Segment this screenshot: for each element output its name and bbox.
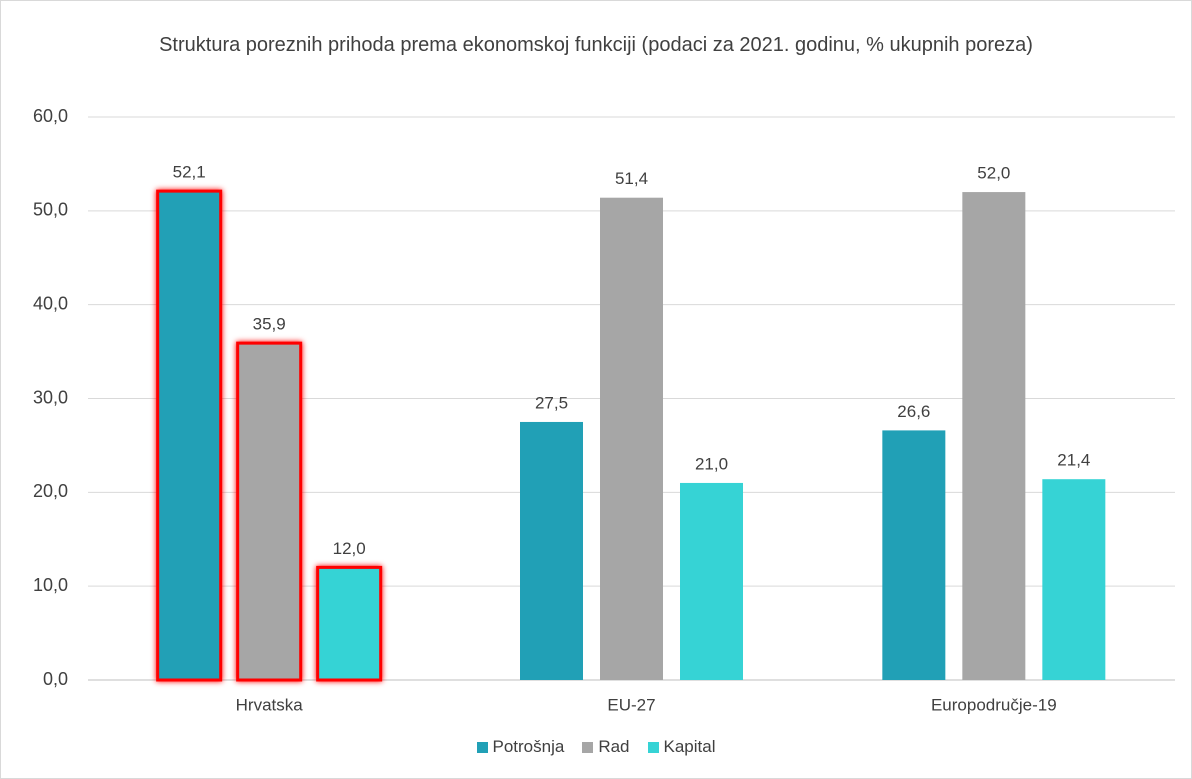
bar xyxy=(520,421,583,680)
y-tick-label: 50,0 xyxy=(33,200,68,220)
bar xyxy=(316,565,383,682)
legend-item: Potrošnja xyxy=(476,737,565,757)
x-tick-label: Hrvatska xyxy=(236,695,304,714)
data-label: 27,5 xyxy=(535,393,568,412)
bar xyxy=(236,341,303,682)
legend-item: Kapital xyxy=(647,737,716,757)
bar xyxy=(156,189,223,682)
y-tick-label: 60,0 xyxy=(33,106,68,126)
chart-title: Struktura poreznih prihoda prema ekonoms… xyxy=(159,34,1033,56)
data-label: 52,1 xyxy=(173,163,206,182)
legend-item: Rad xyxy=(582,737,630,757)
legend-label: Potrošnja xyxy=(492,737,565,756)
bar xyxy=(600,197,663,681)
legend-swatch xyxy=(476,741,488,753)
y-tick-label: 0,0 xyxy=(43,669,68,689)
legend-label: Kapital xyxy=(663,737,716,756)
data-label: 26,6 xyxy=(897,402,930,421)
bar xyxy=(882,430,946,680)
data-label: 12,0 xyxy=(333,539,366,558)
legend: Potrošnja Rad Kapital xyxy=(0,737,1192,757)
y-tick-label: 30,0 xyxy=(33,387,68,407)
y-tick-label: 40,0 xyxy=(33,293,68,313)
y-tick-label: 10,0 xyxy=(33,575,68,595)
data-label: 51,4 xyxy=(615,169,648,188)
x-tick-label: Europodručje-19 xyxy=(931,695,1057,714)
data-label: 52,0 xyxy=(977,164,1010,183)
bar xyxy=(680,482,743,680)
x-tick-label: EU-27 xyxy=(607,695,655,714)
data-label: 21,4 xyxy=(1057,451,1090,470)
y-tick-label: 20,0 xyxy=(33,481,68,501)
bar xyxy=(1042,479,1106,680)
legend-swatch xyxy=(582,741,594,753)
data-label: 21,0 xyxy=(695,454,728,473)
data-label: 35,9 xyxy=(253,315,286,334)
bar xyxy=(962,192,1026,681)
legend-label: Rad xyxy=(598,737,630,756)
legend-swatch xyxy=(647,741,659,753)
